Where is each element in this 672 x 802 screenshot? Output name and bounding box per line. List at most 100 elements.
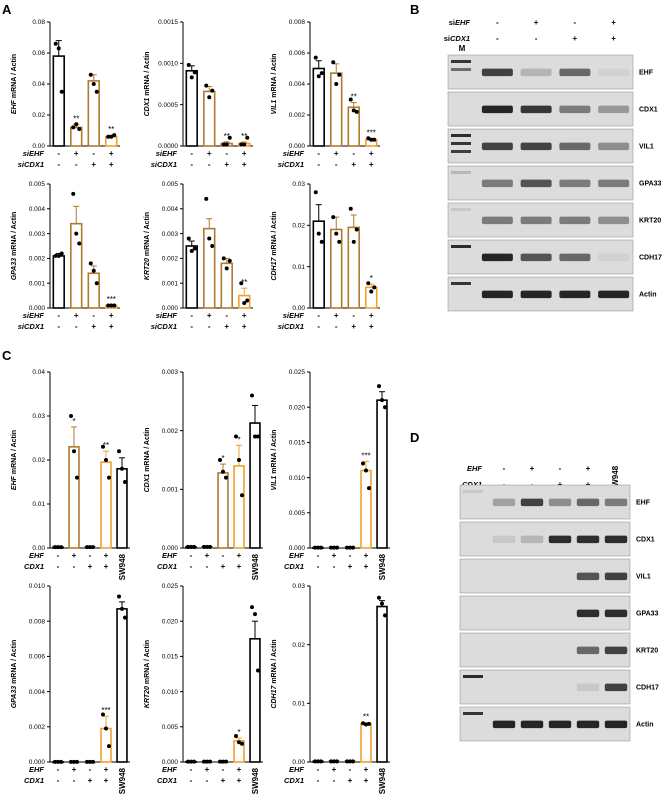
y-tick-label: 0.000: [29, 759, 46, 766]
blot-label: GPA33: [639, 181, 662, 188]
condition-sign: -: [57, 160, 60, 169]
data-point: [369, 137, 374, 142]
blot-background: [459, 669, 631, 705]
data-point: [205, 544, 209, 549]
data-point: [101, 712, 105, 717]
y-tick-label: 0.005: [162, 724, 179, 731]
row-label-1-prefix: si: [156, 149, 163, 158]
bar: [87, 272, 100, 309]
condition-sign: +: [237, 765, 242, 774]
row-label-1-gene: EHF: [162, 149, 177, 158]
row-label-2: siCDX1: [151, 322, 177, 331]
data-point: [75, 759, 79, 764]
chart-a-gpa33: 0.000 0.001 0.002 0.003 0.004 0.005 GPA33 mRNA…: [11, 181, 120, 331]
condition-sign: +: [207, 311, 212, 320]
protein-band: [520, 720, 544, 729]
panel-letter-c: C: [2, 348, 12, 363]
blot-condition-sign: -: [559, 464, 562, 473]
row-label-2: siCDX1: [151, 160, 177, 169]
y-axis-label: EHF mRNA / Actin: [11, 430, 18, 490]
data-point: [351, 108, 356, 113]
protein-band: [520, 253, 552, 262]
y-tick-label: 0.000: [289, 545, 306, 552]
blot-header-label: siEHF: [449, 18, 471, 27]
protein-band: [481, 105, 513, 114]
bar: [100, 461, 112, 549]
data-point: [53, 545, 57, 550]
marker-band: [463, 490, 483, 493]
data-point: [348, 97, 353, 102]
data-point: [377, 595, 381, 600]
significance-star: **: [363, 713, 369, 722]
data-point: [367, 486, 371, 491]
protein-band: [576, 572, 600, 581]
y-tick-label: 0.005: [162, 181, 179, 188]
data-point: [329, 545, 333, 550]
blot-condition-sign: +: [611, 34, 616, 43]
y-axis-label-rest: mRNA / Actin: [11, 640, 18, 686]
significance-star: ***: [367, 128, 376, 137]
y-axis-label-rest: mRNA / Actin: [271, 430, 278, 476]
blot-strip-gpa33: GPA33: [459, 595, 659, 631]
data-point: [221, 142, 226, 147]
data-point: [117, 449, 121, 454]
data-point: [345, 545, 349, 550]
blot-header-prefix: si: [444, 34, 450, 43]
condition-sign: +: [109, 160, 114, 169]
data-point: [221, 759, 225, 764]
condition-sign: -: [190, 311, 193, 320]
blot-strip-actin: Actin: [459, 706, 654, 742]
y-tick-label: 0.0010: [158, 61, 178, 68]
y-tick-label: 0.001: [162, 280, 179, 287]
data-point: [313, 55, 318, 60]
bar: [217, 472, 229, 549]
bar: [203, 90, 216, 147]
condition-sign: -: [89, 765, 92, 774]
protein-band: [598, 290, 630, 299]
condition-sign: +: [332, 765, 337, 774]
y-axis-label: GPA33 mRNA / Actin: [11, 212, 18, 281]
condition-sign: -: [190, 322, 193, 331]
data-point: [313, 759, 317, 764]
condition-sign: -: [333, 562, 336, 571]
y-tick-label: 0.001: [29, 280, 46, 287]
blot-header-gene: EHF: [455, 18, 470, 27]
protein-band: [604, 572, 628, 581]
condition-sign: -: [333, 776, 336, 785]
bar: [376, 605, 388, 763]
data-point: [71, 125, 76, 130]
data-point: [332, 759, 336, 764]
condition-sign: -: [75, 322, 78, 331]
data-point: [316, 545, 320, 550]
condition-sign: -: [317, 765, 320, 774]
row-label-2: CDX1: [157, 776, 177, 785]
y-tick-label: 0.02: [292, 642, 305, 649]
row-label-2: siCDX1: [18, 160, 44, 169]
blot-strip-vil1: VIL1: [459, 558, 651, 594]
data-point: [210, 244, 215, 248]
data-point: [204, 196, 209, 201]
blot-condition-sign: -: [574, 18, 577, 27]
data-point: [239, 281, 244, 286]
chart-c-cdx1: 0.000 0.001 0.002 0.003 CDX1 mRNA / Actin * * E…: [144, 369, 263, 580]
sw948-label: SW948: [378, 553, 387, 580]
data-point: [351, 545, 355, 550]
data-point: [106, 303, 111, 308]
y-axis-label-gene: VIL1: [271, 476, 278, 491]
condition-sign: -: [352, 311, 355, 320]
protein-band: [559, 253, 591, 262]
condition-sign: -: [57, 322, 60, 331]
data-point: [56, 253, 61, 258]
blot-condition-sign: -: [535, 34, 538, 43]
data-point: [380, 601, 384, 606]
protein-band: [520, 68, 552, 77]
protein-band: [492, 498, 516, 507]
blot-condition-sign: +: [611, 18, 616, 27]
significance-star: *: [221, 454, 224, 463]
condition-sign: -: [73, 776, 76, 785]
y-axis-label: CDX1 mRNA / Actin: [144, 52, 151, 117]
row-label-2: siCDX1: [278, 322, 304, 331]
significance-star: ***: [107, 295, 116, 304]
data-point: [313, 190, 318, 195]
